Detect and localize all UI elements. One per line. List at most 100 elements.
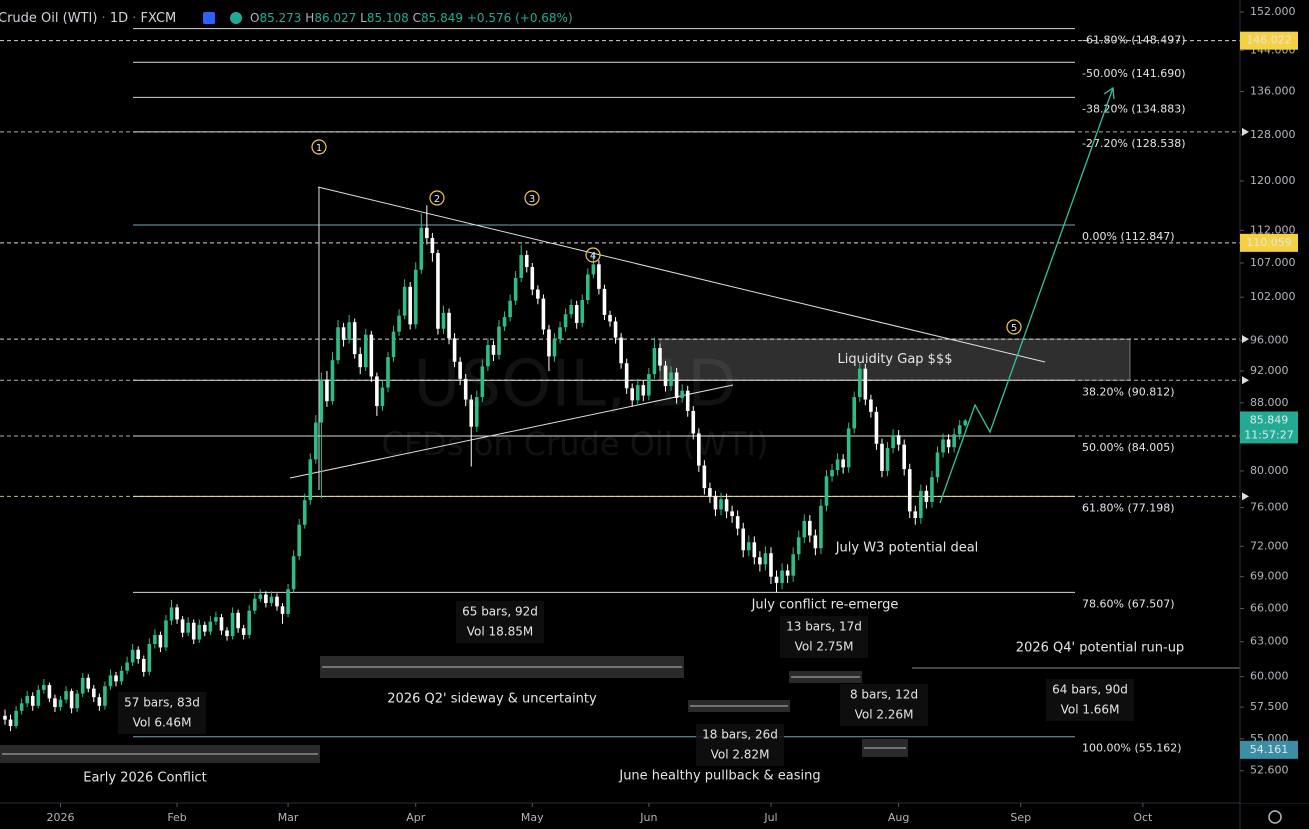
candle-body (907, 469, 912, 512)
annotation: July W3 potential deal (835, 541, 979, 556)
candle-body (874, 411, 879, 444)
range-volume: Vol 2.26M (855, 708, 914, 722)
range-volume: Vol 6.46M (133, 716, 192, 730)
candle-body (97, 697, 102, 706)
candle-body (197, 624, 202, 640)
watermark: CFDs on Crude Oil (WTI) (382, 425, 769, 463)
y-tick-label: 102.000 (1250, 290, 1296, 303)
ohlc-header: O85.273 H86.027 L85.108 C85.849 +0.576 (… (250, 11, 573, 25)
range-label-bg (840, 684, 928, 726)
candle-body (236, 612, 240, 629)
range-bars: 65 bars, 92d (462, 605, 538, 619)
candle-body (724, 499, 729, 512)
ohlc-value: 86.027 (314, 11, 356, 25)
candle-body (697, 433, 701, 466)
candle-body (741, 528, 746, 551)
candle-body (474, 397, 479, 427)
candle-body (758, 557, 762, 565)
candle-body (413, 269, 418, 325)
fib-label: 78.60% (67.507) (1082, 597, 1175, 610)
candle-body (463, 378, 468, 400)
candle-body (624, 363, 629, 389)
candle-body (569, 304, 573, 315)
candle-body (913, 511, 918, 519)
y-tick-label: 88.000 (1250, 396, 1289, 409)
candle-body (158, 634, 163, 648)
candle-body (92, 688, 96, 698)
y-tick-label: 52.600 (1250, 764, 1289, 777)
candle-body (430, 238, 435, 254)
annotation: Early 2026 Conflict (83, 771, 207, 786)
candle-body (941, 439, 945, 453)
candle-body (469, 399, 474, 427)
candle-body (419, 227, 424, 270)
x-tick-label: Jun (639, 811, 657, 824)
price-badge-label: 146.022 (1246, 34, 1292, 47)
candle-body (735, 516, 740, 529)
candle-body (491, 345, 496, 355)
candle-body (658, 348, 662, 366)
candle-body (130, 649, 135, 663)
y-tick-label: 57.500 (1250, 700, 1289, 713)
range-volume: Vol 18.85M (467, 625, 533, 639)
candle-body (247, 610, 252, 635)
candle-body (502, 317, 507, 327)
candle-body (486, 345, 490, 367)
candle-body (241, 628, 246, 635)
candle-body (563, 314, 568, 328)
candle-body (613, 321, 618, 338)
candle-body (180, 619, 185, 633)
candle-body (647, 374, 651, 396)
y-tick-label: 76.000 (1250, 501, 1289, 514)
candle-body (480, 366, 485, 398)
candle-body (258, 594, 263, 599)
wave-label: 4 (590, 251, 596, 262)
wave-label: 1 (316, 143, 322, 154)
settings-gear[interactable] (1268, 810, 1282, 824)
candle-body (164, 620, 168, 648)
flag-icon[interactable] (203, 12, 215, 24)
candle-body (902, 444, 906, 470)
wave-circle (585, 247, 601, 263)
liquidity-gap (659, 338, 1131, 381)
candle-body (680, 390, 684, 398)
range-label-bg (1046, 679, 1134, 721)
candle-body (586, 274, 590, 301)
settings-icon[interactable] (1268, 810, 1282, 824)
range-volume: Vol 2.82M (711, 748, 770, 762)
wave-label: 5 (1011, 323, 1017, 334)
candle-body (957, 425, 962, 435)
price-badge (1240, 740, 1298, 759)
candle-body (780, 570, 784, 583)
y-tick-label: 80.000 (1250, 464, 1289, 477)
x-tick-label: Oct (1133, 811, 1153, 824)
price-badge (1240, 411, 1298, 444)
fib-label: -38.20% (134.883) (1082, 102, 1185, 115)
candle-body (47, 685, 52, 699)
range-bars: 64 bars, 90d (1052, 683, 1128, 697)
candle-body (425, 227, 429, 239)
candle-body (857, 368, 862, 398)
candle-body (819, 505, 823, 549)
y-tick-label: 69.000 (1250, 570, 1289, 583)
candle-body (508, 300, 512, 318)
candle-body (391, 331, 396, 358)
candle-body (808, 520, 812, 536)
y-tick-label: 136.000 (1250, 85, 1296, 98)
ohlc-key: H (305, 11, 314, 25)
candle-body (541, 298, 546, 330)
price-badge-label: 54.161 (1250, 743, 1289, 756)
candle-body (14, 710, 18, 726)
candle-body (336, 327, 340, 361)
wave-circle (429, 190, 445, 206)
fib-label: -50.00% (141.690) (1082, 67, 1185, 80)
candle-body (108, 675, 113, 687)
candle-body (630, 388, 635, 401)
annotation: July conflict re-emerge (751, 598, 899, 613)
range-volume: Vol 1.66M (1061, 703, 1120, 717)
candle-body (30, 695, 35, 706)
candle-body (608, 314, 612, 322)
candle-body (397, 315, 401, 332)
